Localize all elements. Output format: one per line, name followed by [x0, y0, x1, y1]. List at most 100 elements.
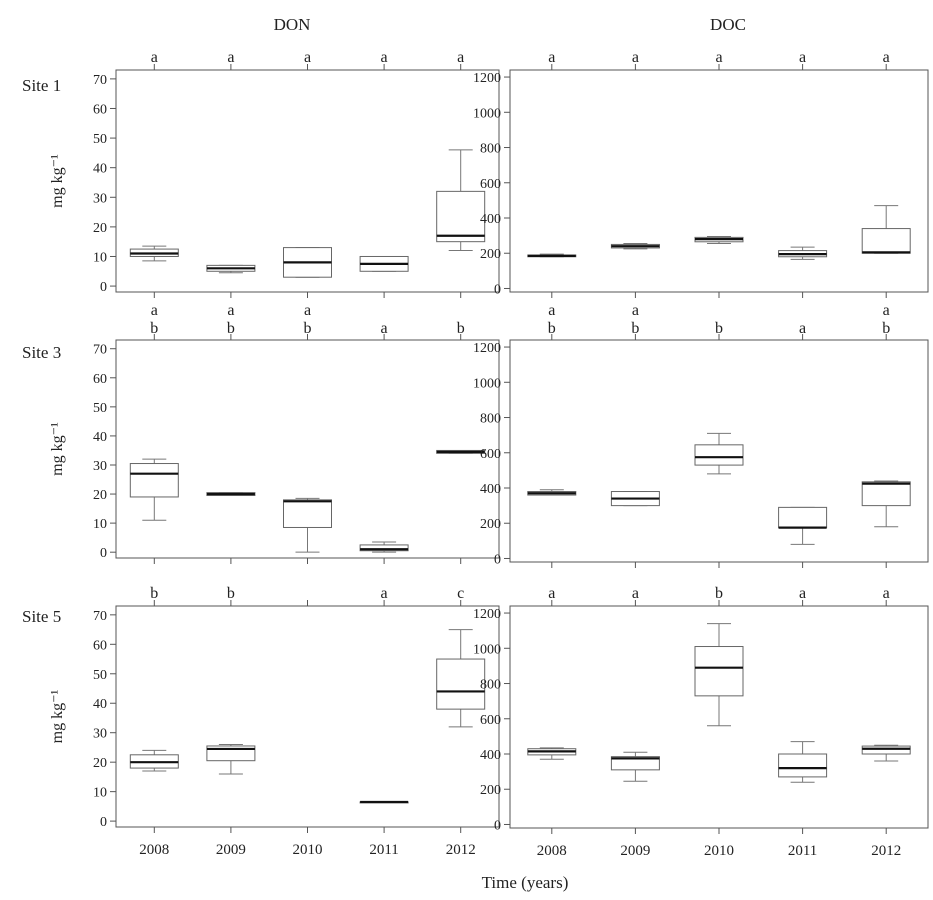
box-2008 [527, 253, 577, 258]
y-tick-label: 40 [93, 697, 107, 712]
box-2012 [861, 205, 911, 254]
significance-letter: a [632, 49, 639, 66]
iqr-box [778, 753, 828, 778]
significance-letter: a [883, 49, 890, 66]
x-tick-label: 2011 [788, 843, 817, 859]
y-tick-label: 50 [93, 132, 107, 147]
plot-frame [509, 69, 929, 293]
box-2010 [694, 623, 744, 727]
significance-letter: a [548, 585, 555, 602]
row-title-site-3: Site 3 [22, 343, 61, 362]
y-tick-label: 10 [93, 786, 107, 801]
panel-5: 0 10 20 30 40 50 60 70 mg kg⁻¹ 2008 2009 2010 2011 20… [49, 585, 500, 858]
significance-letter: b [715, 585, 723, 602]
y-tick-label: 0 [100, 280, 107, 295]
y-tick-label: 0 [494, 282, 501, 297]
x-tick-label: 2010 [293, 842, 323, 858]
y-tick-label: 60 [93, 372, 107, 387]
y-tick-label: 20 [93, 756, 107, 771]
box-2011 [778, 506, 828, 545]
box-2011 [359, 800, 409, 804]
y-tick-label: 50 [93, 668, 107, 683]
y-tick-label: 30 [93, 727, 107, 742]
row-title-site-1: Site 1 [22, 76, 61, 95]
y-axis-title: mg kg⁻¹ [49, 422, 66, 476]
box-2012 [861, 480, 911, 528]
significance-letter: b [882, 320, 890, 337]
significance-letter: a [715, 49, 722, 66]
significance-letter: b [304, 320, 312, 337]
y-tick-label: 70 [93, 609, 107, 624]
significance-letter: a [548, 302, 555, 319]
x-tick-label: 2009 [216, 842, 246, 858]
box-2011 [359, 541, 409, 553]
box-2011 [778, 246, 828, 260]
y-tick-label: 1200 [473, 341, 501, 356]
box-2009 [206, 492, 256, 497]
significance-letter: a [799, 585, 806, 602]
y-tick-label: 30 [93, 191, 107, 206]
panel-6: 0 200 400 600 800 1000 1200 2008 2009 2010 2011 201… [473, 585, 929, 859]
significance-letter: b [715, 320, 723, 337]
box-2009 [206, 264, 256, 274]
y-tick-label: 20 [93, 488, 107, 503]
significance-letter: a [799, 320, 806, 337]
box-2012 [436, 449, 486, 454]
box-2012 [436, 629, 486, 728]
y-tick-label: 1000 [473, 376, 501, 391]
iqr-box [861, 481, 911, 507]
box-2010 [283, 247, 332, 278]
y-tick-label: 400 [480, 482, 501, 497]
y-tick-label: 60 [93, 638, 107, 653]
y-tick-label: 800 [480, 412, 501, 427]
x-tick-label: 2010 [704, 843, 734, 859]
box-2012 [861, 744, 911, 762]
significance-letter: b [227, 320, 235, 337]
significance-letter: a [381, 585, 388, 602]
iqr-box [359, 544, 409, 552]
significance-letter: a [632, 585, 639, 602]
y-tick-label: 10 [93, 250, 107, 265]
x-tick-label: 2008 [139, 842, 169, 858]
significance-letter: a [457, 49, 464, 66]
x-tick-label: 2009 [620, 843, 650, 859]
y-tick-label: 40 [93, 430, 107, 445]
significance-letter: b [227, 585, 235, 602]
column-title-don: DON [274, 15, 311, 34]
significance-letter: a [632, 302, 639, 319]
significance-letter: b [150, 585, 158, 602]
significance-letter: a [799, 49, 806, 66]
y-tick-label: 70 [93, 73, 107, 88]
significance-letter: b [548, 320, 556, 337]
panel-2: 0 200 400 600 800 1000 1200 a a a a a [473, 49, 929, 298]
significance-letter: b [150, 320, 158, 337]
y-tick-label: 800 [480, 142, 501, 157]
box-2011 [778, 741, 828, 783]
iqr-box [436, 658, 486, 710]
iqr-box [129, 463, 179, 498]
row-title-site-5: Site 5 [22, 607, 61, 626]
y-tick-label: 800 [480, 678, 501, 693]
box-2008 [129, 458, 179, 521]
box-2009 [610, 751, 660, 782]
significance-letter: a [304, 302, 311, 319]
significance-letter: a [883, 585, 890, 602]
y-tick-label: 600 [480, 713, 501, 728]
significance-letter: b [631, 320, 639, 337]
y-tick-label: 60 [93, 102, 107, 117]
iqr-box [694, 444, 744, 466]
y-tick-label: 400 [480, 748, 501, 763]
iqr-box [861, 745, 911, 755]
y-axis-title: mg kg⁻¹ [49, 689, 66, 743]
box-2008 [527, 747, 577, 760]
significance-letter: a [227, 302, 234, 319]
significance-letter: a [883, 302, 890, 319]
y-tick-label: 30 [93, 459, 107, 474]
box-2010 [283, 497, 332, 553]
y-tick-label: 70 [93, 343, 107, 358]
significance-letter: a [227, 49, 234, 66]
iqr-box [436, 190, 486, 243]
